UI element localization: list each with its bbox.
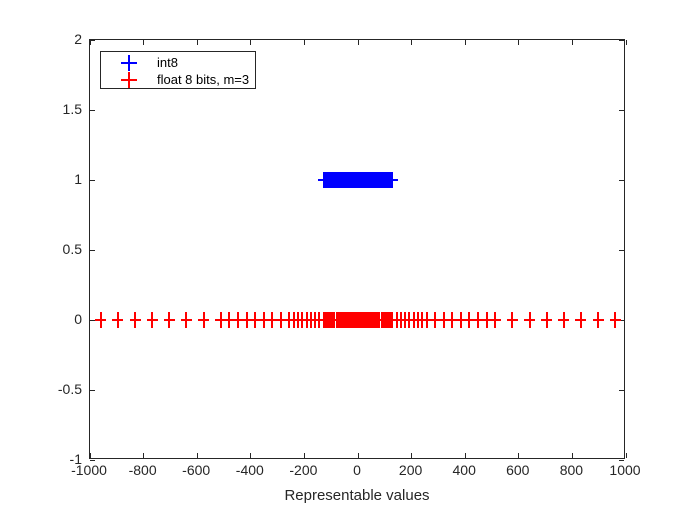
- axis-tick: [90, 319, 95, 321]
- axis-tick: [89, 453, 91, 458]
- y-tick-label: 0: [74, 311, 82, 327]
- plus-marker: [352, 312, 364, 328]
- plus-marker-icon: [121, 55, 137, 71]
- plus-marker: [232, 312, 244, 328]
- axis-tick: [571, 453, 573, 458]
- legend-item-label: float 8 bits, m=3: [157, 72, 250, 87]
- axis-tick: [625, 453, 627, 458]
- axis-tick: [464, 40, 466, 45]
- plus-marker: [266, 312, 278, 328]
- y-tick-label: 2: [74, 31, 82, 47]
- y-tick-label: -1: [69, 451, 82, 467]
- axis-tick: [518, 40, 520, 45]
- axis-tick: [464, 453, 466, 458]
- axis-tick: [571, 40, 573, 45]
- y-tick-label: 1.5: [62, 101, 82, 117]
- axis-tick: [143, 453, 145, 458]
- plus-marker: [438, 312, 450, 328]
- plus-marker: [241, 312, 252, 328]
- axis-tick: [619, 179, 624, 181]
- plus-marker: [455, 312, 467, 328]
- plus-marker: [472, 312, 484, 328]
- axis-tick: [619, 459, 624, 461]
- plus-marker: [249, 312, 261, 328]
- axis-tick: [411, 453, 413, 458]
- axis-tick: [90, 389, 95, 391]
- axis-tick: [518, 453, 520, 458]
- plus-marker: [506, 312, 518, 328]
- plus-marker: [524, 312, 536, 328]
- plus-marker: [421, 312, 433, 328]
- legend-item-int8: int8: [101, 54, 255, 71]
- axis-tick: [411, 40, 413, 45]
- axis-tick: [619, 109, 624, 111]
- axis-tick: [357, 40, 359, 45]
- plus-marker: [258, 312, 270, 328]
- plus-marker-icon: [121, 72, 137, 88]
- plus-marker: [592, 312, 604, 328]
- plus-marker: [180, 312, 192, 328]
- axis-tick: [143, 40, 145, 45]
- x-tick-label: -600: [182, 462, 211, 478]
- axis-tick: [357, 453, 359, 458]
- plus-marker: [275, 312, 287, 328]
- plus-marker: [95, 312, 107, 328]
- plot-area: int8 float 8 bits, m=3: [89, 39, 627, 461]
- axis-tick: [90, 249, 95, 251]
- x-tick-label: 400: [452, 462, 476, 478]
- plus-marker: [541, 312, 553, 328]
- x-tick-label: 0: [353, 462, 361, 478]
- plus-marker: [609, 312, 621, 328]
- plus-marker: [575, 312, 587, 328]
- axis-tick: [250, 453, 252, 458]
- x-tick-label: -800: [128, 462, 157, 478]
- axis-tick: [90, 39, 95, 41]
- axis-tick: [303, 40, 305, 45]
- plus-marker: [481, 312, 493, 328]
- x-tick-label: -200: [289, 462, 318, 478]
- plus-marker: [283, 312, 295, 328]
- axis-tick: [90, 109, 95, 111]
- x-tick-label: 800: [559, 462, 584, 478]
- x-tick-label: 200: [398, 462, 423, 478]
- plus-marker: [163, 312, 175, 328]
- axis-tick: [619, 319, 624, 321]
- plus-marker: [215, 312, 227, 328]
- axis-tick: [196, 40, 198, 45]
- x-axis-label: Representable values: [284, 487, 430, 504]
- plus-marker: [446, 312, 458, 328]
- y-tick-label: 0.5: [62, 241, 82, 257]
- y-tick-label: 1: [74, 171, 82, 187]
- axis-tick: [196, 453, 198, 458]
- axis-tick: [90, 459, 95, 461]
- plus-marker: [223, 312, 235, 328]
- plus-marker: [112, 312, 124, 328]
- plus-marker: [386, 172, 398, 188]
- axis-tick: [90, 179, 95, 181]
- legend-item-label: int8: [157, 55, 178, 70]
- axis-tick: [303, 453, 305, 458]
- plus-marker: [489, 312, 501, 328]
- plus-marker: [558, 312, 570, 328]
- axis-tick: [619, 39, 624, 41]
- legend-item-float8: float 8 bits, m=3: [101, 71, 255, 88]
- x-tick-label: 600: [506, 462, 530, 478]
- x-tick-label: -1000: [71, 462, 107, 478]
- x-tick-label: -400: [235, 462, 264, 478]
- plus-marker: [463, 312, 475, 328]
- plus-marker: [198, 312, 210, 328]
- axis-tick: [250, 40, 252, 45]
- axis-tick: [625, 40, 627, 45]
- legend: int8 float 8 bits, m=3: [100, 51, 256, 89]
- x-tick-label: 1000: [609, 462, 641, 478]
- axis-tick: [89, 40, 91, 45]
- plus-marker: [429, 312, 441, 328]
- axis-tick: [619, 389, 624, 391]
- plus-marker: [146, 312, 158, 328]
- axis-tick: [619, 249, 624, 251]
- y-tick-label: -0.5: [57, 381, 82, 397]
- plus-marker: [129, 312, 141, 328]
